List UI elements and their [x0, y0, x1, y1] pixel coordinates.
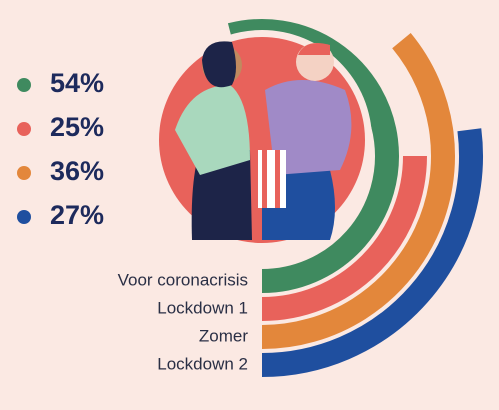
- radial-bar: [261, 155, 427, 321]
- category-label: Voor coronacrisis: [118, 270, 248, 289]
- legend-value: 27%: [50, 200, 104, 230]
- category-labels: Voor coronacrisis Lockdown 1 Zomer Lockdown…: [118, 270, 249, 373]
- category-label: Lockdown 1: [157, 298, 248, 317]
- illustration: [152, 30, 372, 250]
- legend-dot: [17, 166, 31, 180]
- radial-bar: [261, 32, 455, 349]
- legend-dot: [17, 122, 31, 136]
- legend-value: 36%: [50, 156, 104, 186]
- category-label: Lockdown 2: [157, 354, 248, 373]
- category-label: Zomer: [199, 326, 248, 345]
- legend-value: 54%: [50, 68, 104, 98]
- legend-dot: [17, 78, 31, 92]
- radial-bar: [261, 128, 483, 377]
- legend: 54% 25% 36% 27%: [17, 68, 104, 230]
- legend-dot: [17, 210, 31, 224]
- legend-value: 25%: [50, 112, 104, 142]
